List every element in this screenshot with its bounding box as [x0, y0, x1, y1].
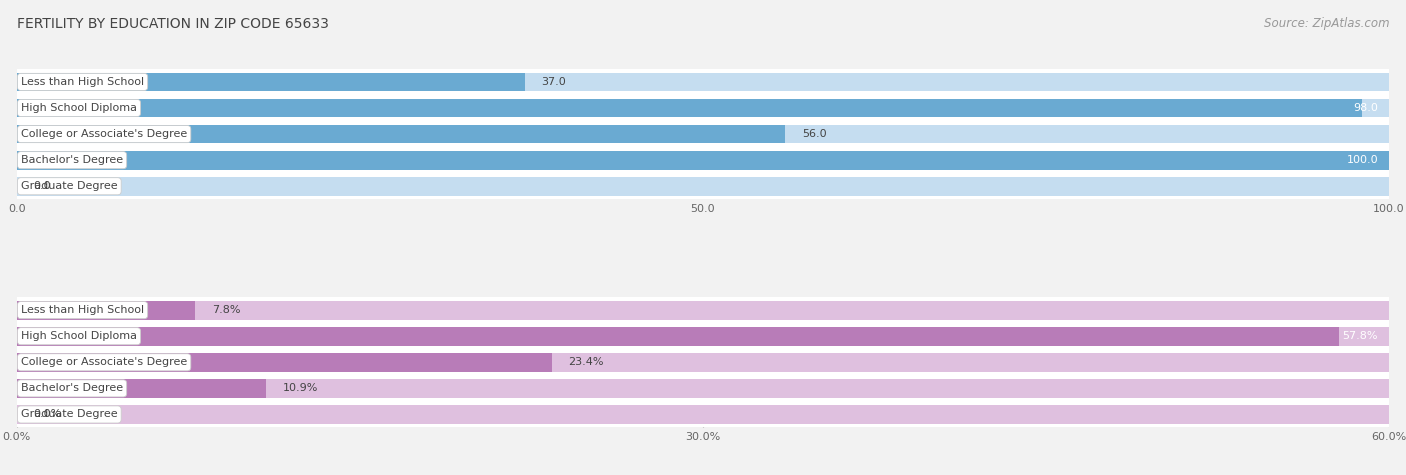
Text: 23.4%: 23.4%: [568, 357, 605, 367]
Bar: [17, 405, 1389, 424]
Text: High School Diploma: High School Diploma: [21, 331, 136, 341]
Bar: [17, 301, 1389, 320]
Text: 57.8%: 57.8%: [1343, 331, 1378, 341]
Text: Graduate Degree: Graduate Degree: [21, 181, 118, 191]
Bar: [17, 121, 1389, 147]
Bar: [17, 349, 1389, 375]
Bar: [17, 323, 1389, 349]
Bar: [17, 69, 1389, 95]
Text: 37.0: 37.0: [541, 77, 565, 87]
Text: 7.8%: 7.8%: [212, 305, 240, 315]
Text: 100.0: 100.0: [1347, 155, 1378, 165]
Text: 98.0: 98.0: [1353, 103, 1378, 113]
Text: Less than High School: Less than High School: [21, 77, 143, 87]
Bar: [17, 401, 1389, 428]
Bar: [17, 353, 1389, 371]
Bar: [17, 177, 1389, 196]
Bar: [17, 375, 1389, 401]
Bar: [17, 125, 1389, 143]
Text: Source: ZipAtlas.com: Source: ZipAtlas.com: [1264, 17, 1389, 29]
Text: 56.0: 56.0: [801, 129, 827, 139]
Text: Graduate Degree: Graduate Degree: [21, 409, 118, 419]
Text: Bachelor's Degree: Bachelor's Degree: [21, 383, 124, 393]
Bar: [17, 95, 1389, 121]
Bar: [17, 151, 1389, 170]
Text: College or Associate's Degree: College or Associate's Degree: [21, 357, 187, 367]
Bar: [17, 297, 1389, 323]
Text: Less than High School: Less than High School: [21, 305, 143, 315]
Bar: [17, 99, 1361, 117]
Bar: [17, 301, 195, 320]
Bar: [17, 327, 1339, 346]
Text: 0.0%: 0.0%: [34, 409, 62, 419]
Bar: [17, 125, 786, 143]
Bar: [17, 379, 1389, 398]
Bar: [17, 73, 1389, 91]
Bar: [17, 173, 1389, 200]
Bar: [17, 327, 1389, 346]
Text: 10.9%: 10.9%: [283, 383, 318, 393]
Bar: [17, 73, 524, 91]
Text: Bachelor's Degree: Bachelor's Degree: [21, 155, 124, 165]
Text: FERTILITY BY EDUCATION IN ZIP CODE 65633: FERTILITY BY EDUCATION IN ZIP CODE 65633: [17, 17, 329, 30]
Text: High School Diploma: High School Diploma: [21, 103, 136, 113]
Text: College or Associate's Degree: College or Associate's Degree: [21, 129, 187, 139]
Bar: [17, 147, 1389, 173]
Bar: [17, 99, 1389, 117]
Bar: [17, 353, 553, 371]
Bar: [17, 151, 1389, 170]
Text: 0.0: 0.0: [34, 181, 51, 191]
Bar: [17, 379, 266, 398]
